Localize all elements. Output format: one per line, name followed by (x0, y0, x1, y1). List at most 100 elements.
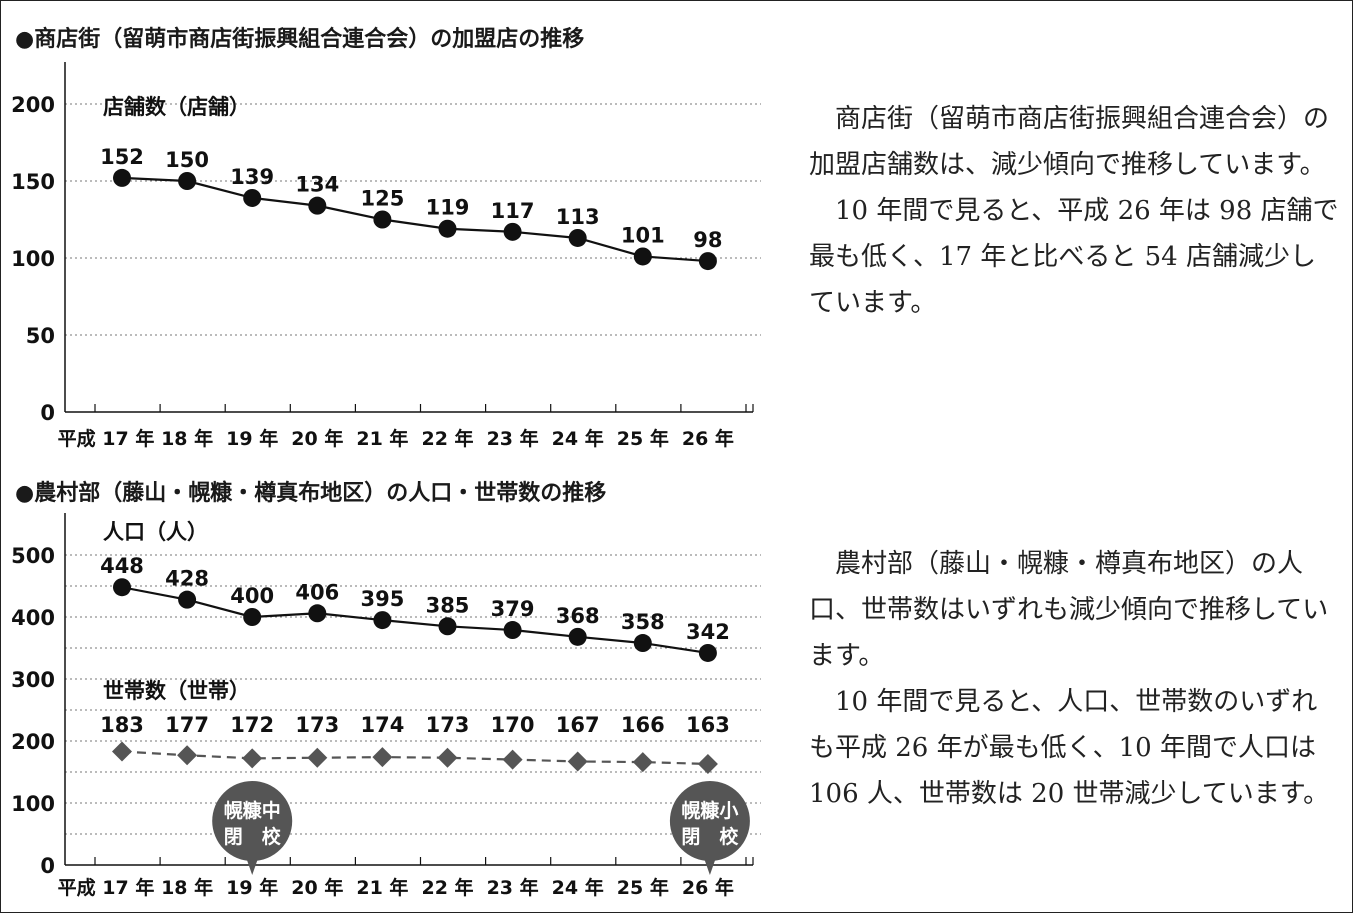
x-category-label: 19 年 (226, 427, 278, 450)
data-point (372, 747, 393, 768)
data-label: 150 (165, 148, 209, 172)
data-point (503, 621, 522, 640)
series-line (121, 586, 709, 655)
annotation-label-bottom: 閉 校 (681, 825, 739, 848)
annotation-label-bottom: 閉 校 (224, 825, 282, 848)
y-tick-label: 50 (26, 324, 55, 348)
data-point (308, 196, 327, 215)
series-name-label: 店舗数（店舗） (103, 95, 250, 119)
rural-summary-p1: 農村部（藤山・幌糠・樽真布地区）の人口、世帯数はいずれも減少傾向で推移しています… (809, 549, 1329, 671)
data-point (178, 172, 197, 190)
rural-summary-p2: 10 年間で見ると、人口、世帯数のいずれも平成 26 年が最も低く、10 年間で… (809, 687, 1330, 809)
y-tick-label: 200 (11, 93, 55, 117)
data-label: 368 (556, 604, 600, 628)
x-category-label: 25 年 (617, 427, 669, 450)
x-category-label: 平成 17 年 (58, 876, 155, 899)
data-label: 119 (426, 196, 470, 220)
data-label: 428 (165, 567, 209, 591)
y-tick-label: 0 (40, 401, 55, 425)
data-point (308, 604, 327, 623)
x-category-label: 21 年 (356, 876, 408, 899)
data-point (632, 752, 653, 773)
y-tick-label: 500 (11, 544, 55, 568)
x-category-label: 20 年 (291, 876, 343, 899)
x-category-label: 19 年 (226, 876, 278, 899)
annotation-bubble (669, 781, 750, 861)
shop-summary-text: 商店街（留萌市商店街振興組合連合会）の加盟店舗数は、減少傾向で推移しています。 … (809, 96, 1339, 326)
data-point (502, 749, 523, 770)
data-label: 342 (686, 620, 730, 644)
rural-summary-text: 農村部（藤山・幌糠・樽真布地区）の人口、世帯数はいずれも減少傾向で推移しています… (809, 541, 1339, 817)
y-tick-label: 200 (11, 730, 55, 754)
data-label: 395 (360, 587, 404, 611)
y-tick-label: 100 (11, 247, 55, 271)
y-tick-label: 400 (11, 606, 55, 630)
data-label: 170 (491, 713, 535, 737)
annotation-label-top: 幌糠中 (224, 799, 281, 822)
data-point (113, 578, 131, 597)
data-point (438, 617, 457, 636)
shop-summary-p2: 10 年間で見ると、平成 26 年は 98 店舗で最も低く、17 年と比べると … (809, 196, 1339, 318)
data-label: 139 (230, 165, 274, 189)
data-point (698, 643, 717, 662)
y-tick-label: 0 (40, 854, 55, 878)
data-point (567, 751, 588, 772)
data-point (438, 219, 457, 238)
data-point (633, 247, 652, 266)
data-point (373, 611, 392, 630)
data-label: 183 (100, 713, 144, 737)
data-point (697, 753, 718, 774)
data-point (698, 252, 717, 271)
data-label: 406 (295, 580, 339, 604)
x-category-label: 25 年 (617, 876, 669, 899)
x-category-label: 18 年 (161, 876, 213, 899)
data-point (633, 634, 652, 653)
data-label: 125 (360, 187, 404, 211)
data-label: 152 (100, 145, 144, 169)
annotation-label-top: 幌糠小 (681, 799, 738, 822)
data-label: 385 (426, 593, 470, 617)
x-category-label: 23 年 (487, 876, 539, 899)
x-category-label: 24 年 (552, 876, 604, 899)
data-label: 167 (556, 713, 600, 737)
data-label: 134 (295, 173, 339, 197)
x-category-label: 平成 17 年 (58, 427, 155, 450)
x-category-label: 26 年 (682, 876, 734, 899)
chart1-title: ●商店街（留萌市商店街振興組合連合会）の加盟店の推移 (15, 27, 585, 52)
data-label: 98 (693, 228, 722, 252)
data-label: 166 (621, 713, 665, 737)
data-point (373, 210, 392, 229)
data-point (113, 168, 131, 187)
data-label: 173 (426, 713, 470, 737)
data-label: 117 (491, 199, 535, 223)
x-category-label: 22 年 (421, 876, 473, 899)
data-point (243, 188, 262, 207)
x-category-label: 26 年 (682, 427, 734, 450)
data-point (568, 627, 587, 646)
x-category-label: 22 年 (421, 427, 473, 450)
rural-population-chart: 0 100 200 300 400 500 平成 17 年 18 年 19 年 20 年 21 年 2… (11, 513, 761, 899)
data-label: 113 (556, 205, 600, 229)
y-tick-label: 100 (11, 792, 55, 816)
data-label: 173 (295, 713, 339, 737)
shop-summary-p1: 商店街（留萌市商店街振興組合連合会）の加盟店舗数は、減少傾向で推移しています。 (809, 104, 1330, 180)
x-category-label: 20 年 (291, 427, 343, 450)
chart2-title: ●農村部（藤山・幌糠・樽真布地区）の人口・世帯数の推移 (15, 481, 607, 506)
y-tick-label: 300 (11, 668, 55, 692)
data-point (112, 741, 132, 762)
data-point (503, 222, 522, 241)
data-label: 177 (165, 713, 209, 737)
data-point (568, 228, 587, 247)
data-label: 172 (230, 713, 274, 737)
data-label: 358 (621, 610, 665, 634)
series-line (121, 176, 708, 263)
data-label: 379 (491, 597, 535, 621)
data-point (437, 747, 458, 768)
data-point (307, 747, 328, 768)
annotation-bubble (212, 781, 293, 861)
data-point (177, 745, 198, 766)
x-category-label: 21 年 (356, 427, 408, 450)
